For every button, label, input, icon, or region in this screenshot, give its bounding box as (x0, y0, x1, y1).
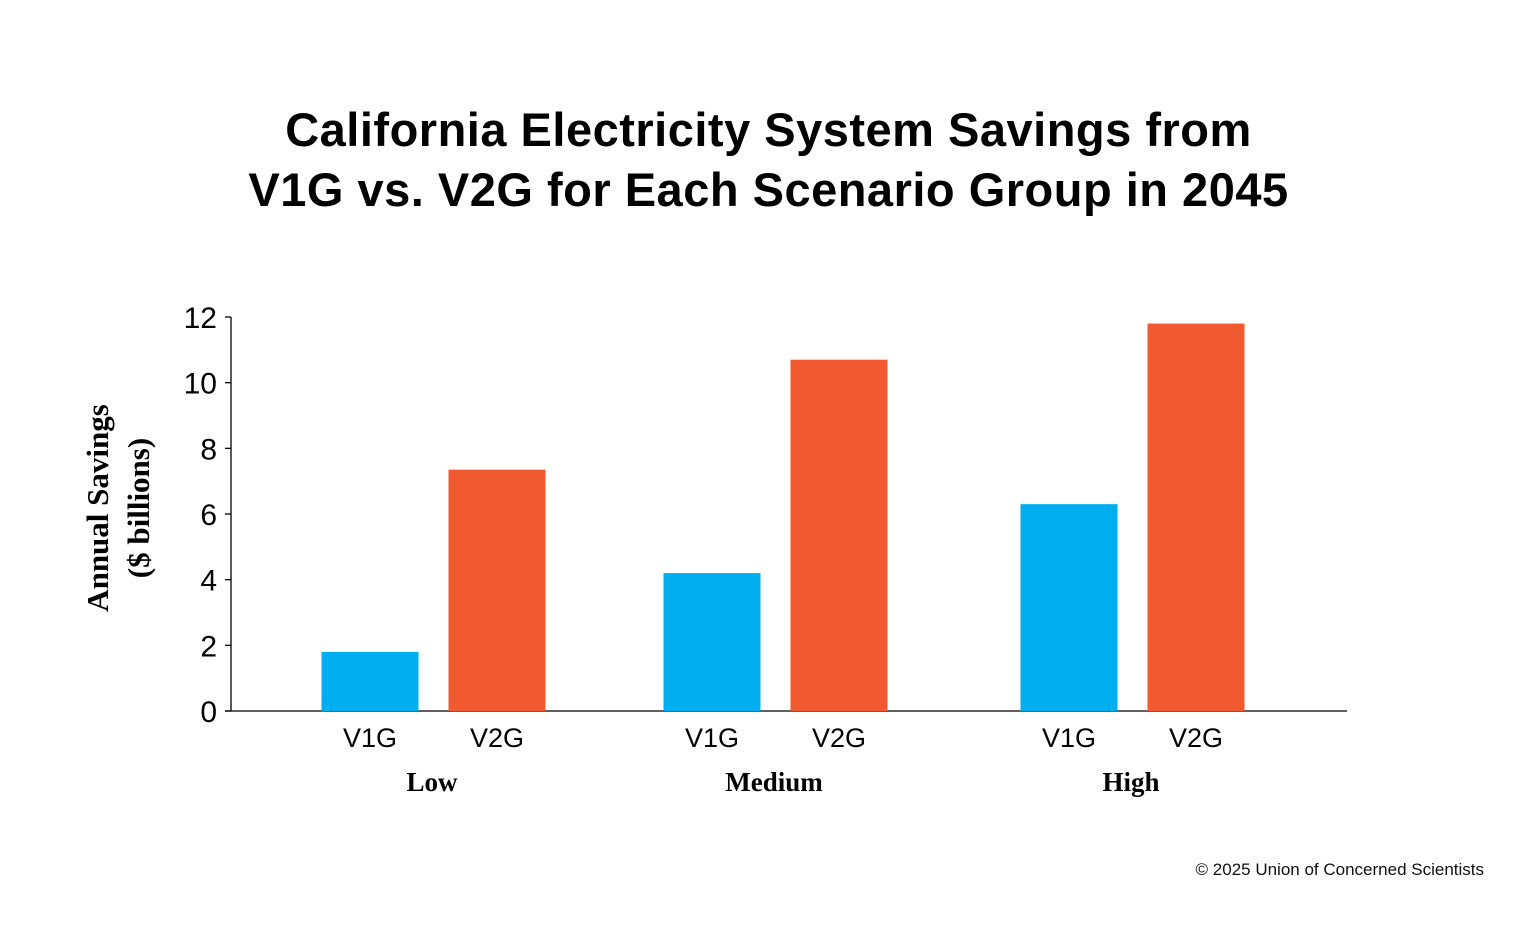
y-tick-label: 0 (200, 696, 217, 729)
x-bar-label: V1G (1042, 723, 1096, 753)
bar-high-v2g (1147, 323, 1245, 711)
y-axis-label-line-1: Annual Savings (80, 404, 115, 612)
x-group-label: Low (406, 767, 458, 797)
x-bar-label: V2G (1169, 723, 1223, 753)
y-tick-label: 12 (184, 302, 217, 335)
x-bar-label: V2G (812, 723, 866, 753)
y-tick-label: 2 (200, 630, 217, 663)
bar-low-v2g (448, 469, 546, 711)
y-axis-label-line-2: ($ billions) (121, 438, 156, 578)
y-tick-label: 8 (200, 433, 217, 466)
bar-high-v1g (1020, 504, 1118, 711)
chart-title-line-2: V1G vs. V2G for Each Scenario Group in 2… (248, 163, 1289, 216)
x-group-label: Medium (725, 767, 823, 797)
chart-title: California Electricity System Savings fr… (0, 100, 1537, 220)
x-bar-label: V2G (470, 723, 524, 753)
bar-medium-v2g (790, 359, 888, 711)
y-tick-label: 4 (200, 565, 217, 598)
bar-low-v1g (321, 651, 419, 711)
x-group-label: High (1102, 767, 1159, 797)
x-bar-label: V1G (343, 723, 397, 753)
y-tick-label: 10 (184, 368, 217, 401)
copyright-credit: © 2025 Union of Concerned Scientists (1195, 860, 1484, 879)
x-bar-label: V1G (685, 723, 739, 753)
y-axis-label: Annual Savings ($ billions) (80, 404, 156, 612)
chart-title-line-1: California Electricity System Savings fr… (285, 103, 1252, 156)
y-tick-label: 6 (200, 499, 217, 532)
bar-medium-v1g (663, 573, 761, 711)
